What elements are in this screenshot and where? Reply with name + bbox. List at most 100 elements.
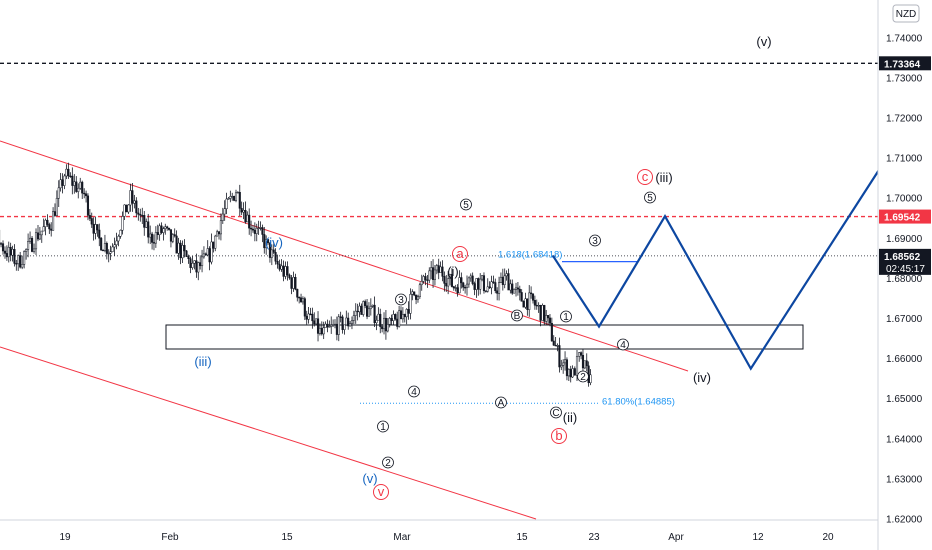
candle-body [411, 291, 414, 295]
candle-body [34, 232, 38, 250]
candle-body [160, 225, 163, 233]
time-tick-label: 15 [516, 532, 528, 543]
candle-body [415, 294, 418, 300]
candle-body [324, 323, 327, 329]
time-tick-label: Mar [393, 532, 411, 543]
candle-body [158, 225, 161, 235]
candle-body [115, 240, 118, 246]
candle-body [92, 223, 95, 234]
candle-body [341, 316, 344, 330]
candle-body [396, 318, 399, 327]
candle-body [55, 197, 58, 216]
candle-body [282, 265, 285, 277]
candle-body [109, 251, 112, 254]
candle-body [276, 260, 279, 265]
candle-body [221, 213, 224, 221]
wave-label-circle [577, 370, 589, 383]
candle-body [59, 179, 62, 189]
candle-body [94, 224, 97, 234]
candle-body [354, 310, 357, 316]
projection-polyline[interactable] [551, 72, 932, 371]
candle-body [183, 245, 186, 252]
candle-body [288, 274, 291, 279]
price-levels: 1.618(1.68418) 61.80%(1.64885) [0, 62, 878, 407]
candle-body [583, 360, 586, 369]
wave-label: A [498, 398, 505, 409]
candle-body [533, 300, 536, 306]
candle-body [547, 315, 550, 319]
candle-body [229, 196, 232, 199]
candles [0, 162, 592, 387]
wave-label: (v) [362, 471, 377, 486]
candle-body [234, 192, 238, 201]
wave-label-circle [452, 246, 468, 262]
candle-body [166, 226, 169, 229]
candle-body [509, 283, 512, 291]
candle-body [401, 314, 404, 320]
candle-body [210, 241, 213, 263]
candle-body [113, 244, 116, 248]
candle-body [38, 234, 41, 240]
candle-body [298, 296, 301, 299]
fib-level-label: 1.618(1.68418) [498, 250, 562, 261]
candle-body [520, 292, 523, 302]
candle-body [399, 310, 403, 320]
wave-label: (iv) [693, 370, 711, 385]
candle-body [516, 287, 519, 290]
candle-body [193, 260, 196, 264]
currency-badge[interactable] [892, 4, 920, 23]
candle-body [296, 288, 299, 298]
candle-body [330, 324, 333, 327]
candle-body [0, 243, 3, 245]
candle-body [197, 262, 200, 273]
candle-body [524, 298, 527, 308]
candle-body [168, 227, 171, 230]
time-tick-label: 23 [588, 532, 600, 543]
candle-body [36, 232, 40, 240]
time-tick-label: Apr [668, 532, 684, 543]
candle-body [367, 308, 370, 317]
candle-body [307, 313, 310, 320]
candle-body [530, 292, 533, 295]
wave-label: a [456, 246, 464, 261]
candle-body [44, 219, 47, 227]
candle-body [191, 262, 194, 268]
candle-body [477, 278, 480, 290]
candle-body [494, 282, 497, 292]
price-axis-bg [878, 0, 932, 550]
candle-body [25, 249, 28, 252]
candle-body [496, 290, 499, 294]
price-tick-label: 1.72000 [886, 114, 923, 125]
candle-body [145, 221, 148, 228]
price-tick-label: 1.69000 [886, 234, 923, 245]
candle-body [464, 287, 467, 289]
candle-body [216, 231, 219, 237]
candle-body [173, 234, 176, 237]
candle-body [328, 326, 331, 328]
support-zone-box[interactable] [165, 324, 804, 350]
candle-body [135, 200, 138, 214]
candle-body [246, 214, 249, 223]
candle-body [238, 191, 241, 209]
candle-body [443, 276, 446, 284]
candle-body [518, 288, 521, 293]
candle-body [202, 253, 205, 258]
candle-body [448, 274, 452, 279]
candle-body [569, 369, 572, 378]
candle-body [162, 228, 165, 233]
wave-label: b [555, 428, 562, 443]
candle-body [61, 179, 64, 186]
candle-body [556, 345, 559, 347]
candle-body [326, 323, 329, 328]
candle-body [488, 286, 491, 289]
candle-body [151, 233, 154, 243]
wave-label: 1 [380, 422, 386, 433]
candle-body [416, 296, 420, 300]
candle-body [185, 250, 188, 257]
price-tag [879, 56, 931, 71]
candle-body [248, 214, 251, 229]
candle-body [318, 327, 321, 334]
candle-body [456, 287, 459, 294]
candle-body [552, 340, 555, 346]
